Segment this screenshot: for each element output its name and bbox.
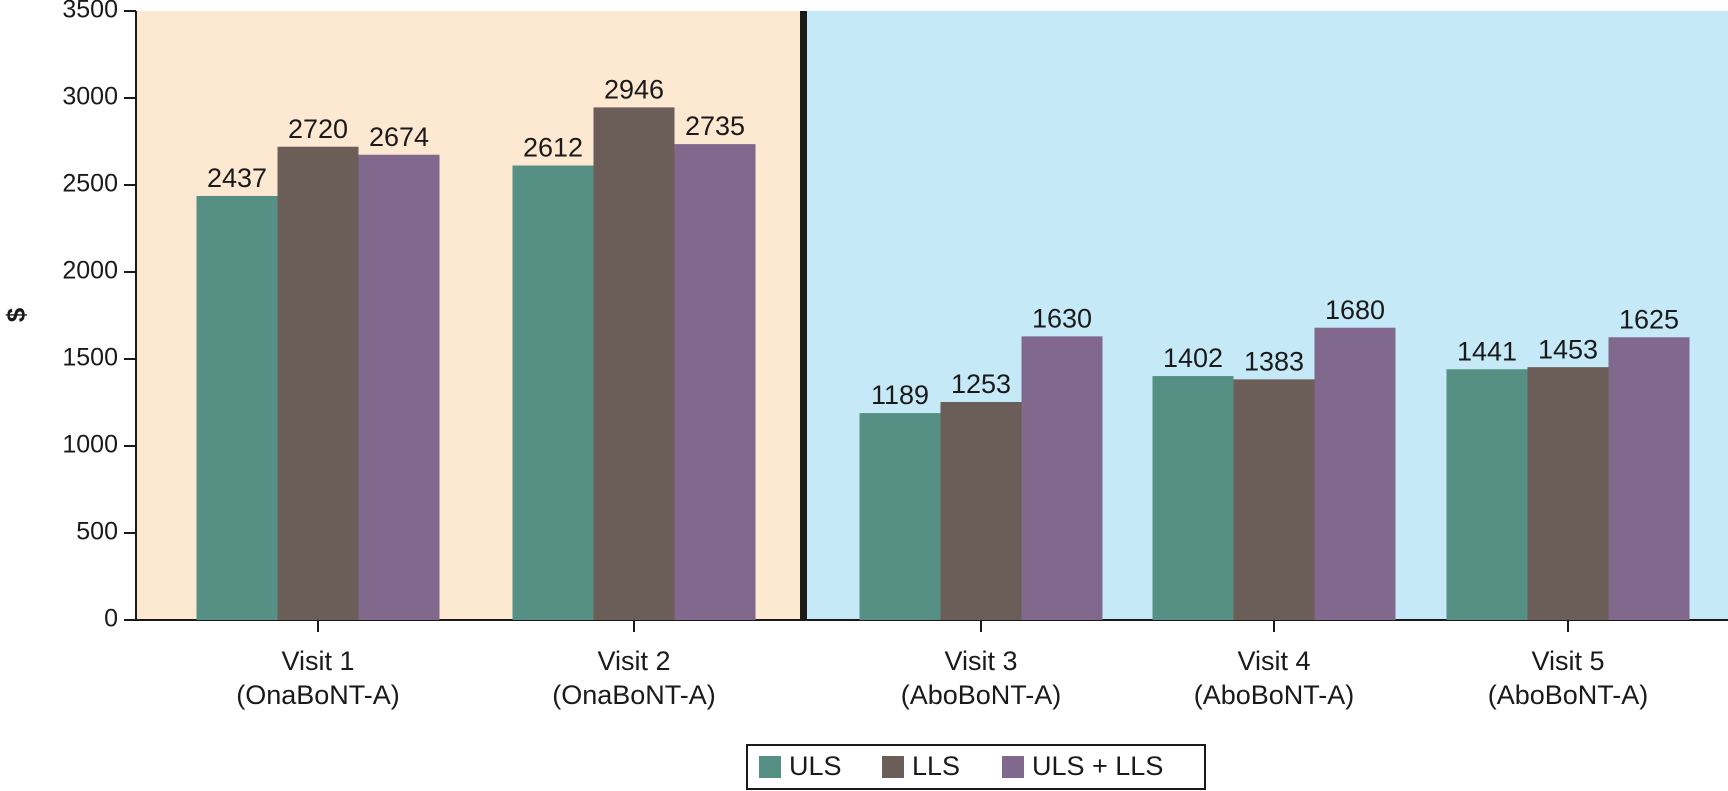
legend-box xyxy=(746,744,1206,790)
bar xyxy=(1152,376,1234,620)
value-label: 1189 xyxy=(871,380,929,410)
value-label: 2735 xyxy=(685,111,745,141)
value-label: 2437 xyxy=(207,163,267,193)
legend-label: ULS + LLS xyxy=(1032,751,1163,781)
value-label: 1383 xyxy=(1244,346,1304,376)
bar xyxy=(1527,367,1609,620)
bar xyxy=(277,146,359,620)
x-tick-label: Visit 1 (OnaBoNT-A) xyxy=(236,646,400,710)
y-tick-label: 1500 xyxy=(62,344,118,372)
bar xyxy=(940,401,1022,620)
legend-swatch xyxy=(759,756,781,778)
bar xyxy=(1608,337,1690,620)
y-tick-label: 2000 xyxy=(62,257,118,285)
group-divider xyxy=(800,11,807,620)
value-label: 1680 xyxy=(1325,295,1385,325)
value-label: 1453 xyxy=(1538,334,1598,364)
y-tick-label: 3500 xyxy=(62,0,118,24)
y-tick-label: 3000 xyxy=(62,83,118,111)
bar xyxy=(358,154,440,620)
value-label: 2720 xyxy=(288,114,348,144)
y-tick-label: 500 xyxy=(76,518,118,546)
value-label: 1402 xyxy=(1163,343,1223,373)
value-label: 2612 xyxy=(523,133,583,163)
legend-swatch xyxy=(1002,756,1024,778)
bar xyxy=(512,165,594,620)
value-label: 1253 xyxy=(951,369,1011,399)
value-label: 2946 xyxy=(604,75,664,105)
x-tick-label: Visit 5 (AboBoNT-A) xyxy=(1487,646,1649,710)
y-tick-label: 1000 xyxy=(62,431,118,459)
bar xyxy=(1314,327,1396,620)
legend-label: ULS xyxy=(789,751,842,781)
bar xyxy=(674,144,756,621)
y-tick-label: 0 xyxy=(104,605,118,633)
legend-swatch xyxy=(882,756,904,778)
bar xyxy=(1021,336,1103,620)
bar xyxy=(593,107,675,620)
value-label: 1625 xyxy=(1619,304,1679,334)
bar xyxy=(196,195,278,620)
bar xyxy=(1446,369,1528,620)
bar xyxy=(859,413,941,620)
x-tick-label: Visit 4 (AboBoNT-A) xyxy=(1193,646,1355,710)
value-label: 1630 xyxy=(1032,304,1092,334)
y-tick-label: 2500 xyxy=(62,170,118,198)
x-tick-label: Visit 2 (OnaBoNT-A) xyxy=(552,646,716,710)
x-tick-label: Visit 3 (AboBoNT-A) xyxy=(900,646,1062,710)
value-label: 1441 xyxy=(1457,336,1517,366)
y-axis-label: $ xyxy=(1,307,31,322)
value-label: 2674 xyxy=(369,122,429,152)
bar xyxy=(1233,379,1315,620)
legend-label: LLS xyxy=(912,751,960,781)
